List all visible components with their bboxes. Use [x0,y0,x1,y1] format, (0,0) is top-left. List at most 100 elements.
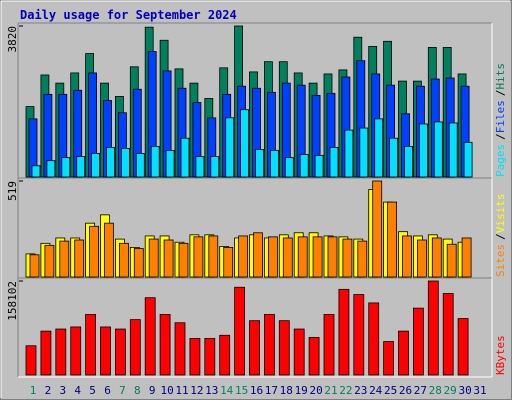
bar [357,240,368,278]
bar [344,129,354,178]
y-tick-label: 519 [6,181,19,201]
x-tick-label: 19 [295,384,308,397]
bar [89,225,99,278]
bar [418,123,428,178]
x-tick-label: 20 [309,384,322,397]
bar [225,117,235,178]
bar [427,280,439,376]
x-tick-label: 6 [104,384,111,397]
bar [402,235,412,278]
x-tick-label: 26 [399,384,412,397]
bar [433,121,443,178]
bar [374,118,384,178]
bar [55,328,67,376]
x-tick-label: 14 [220,384,234,397]
bar [46,160,56,178]
bar [353,294,365,376]
bar [61,157,71,178]
bar [40,330,52,376]
bar [359,127,369,178]
x-tick-label: 4 [74,384,81,397]
x-tick-label: 31 [473,384,486,397]
bar [431,237,442,278]
y-tick-label: 158102 [6,281,19,321]
bar [174,322,186,376]
legend-entry: Hits [494,63,507,90]
bar [329,147,339,178]
x-tick-label: 2 [45,384,52,397]
bar [163,239,174,278]
bar [31,165,41,178]
x-tick-label: 5 [89,384,96,397]
x-tick-label: 25 [384,384,397,397]
bar [100,326,111,376]
bar [267,236,278,278]
bar [85,314,96,376]
legend-entry: KBytes [494,335,507,375]
bar [463,141,473,178]
bar [104,222,114,278]
legend-entry: Sites [494,244,507,277]
bar [121,148,130,178]
bar [148,238,159,278]
bar [253,232,263,278]
bar [448,122,458,178]
y-tick-label: 3820 [6,26,19,53]
x-tick-label: 9 [149,384,156,397]
x-tick-label: 22 [339,384,352,397]
x-tick-label: 11 [175,384,188,397]
bar [119,242,129,278]
bar [278,320,290,376]
bar [368,302,380,376]
x-tick-label: 24 [369,384,383,397]
bar [135,153,145,178]
bar [76,156,86,178]
bar [446,243,457,278]
bar [195,156,205,178]
x-tick-label: 16 [250,384,263,397]
bar [297,236,308,278]
bar [133,248,144,278]
bar [238,235,249,278]
bar [219,334,231,376]
x-tick-label: 27 [414,384,427,397]
bar [189,338,201,376]
legend-entry: Pages [494,144,507,177]
legend: Pages/Files/Hits [494,63,507,177]
bar [263,314,275,376]
bar [323,314,335,376]
legend: KBytes [494,335,507,375]
bar [442,293,454,376]
x-tick-label: 12 [190,384,203,397]
bar [106,147,115,178]
bar [293,328,305,376]
x-tick-label: 3 [59,384,66,397]
bar [210,156,220,178]
bar [255,149,264,178]
bar [389,137,399,178]
bar [234,286,246,376]
bar [387,201,398,278]
bar [314,155,324,178]
bar [372,180,383,278]
bar [178,242,189,278]
bar [312,236,323,278]
bar [327,236,338,278]
x-tick-label: 29 [444,384,457,397]
bar [457,318,469,376]
bar [284,157,294,178]
legend-separator: / [494,233,507,240]
bar [165,150,175,178]
bar [223,247,234,278]
x-tick-label: 1 [30,384,37,397]
bar [180,137,190,178]
bar [383,341,395,376]
bar [144,297,156,376]
bar [74,239,85,278]
bar [204,338,216,376]
bar [29,254,40,278]
bar [338,288,350,376]
x-tick-label: 21 [324,384,337,397]
bar [299,154,309,178]
